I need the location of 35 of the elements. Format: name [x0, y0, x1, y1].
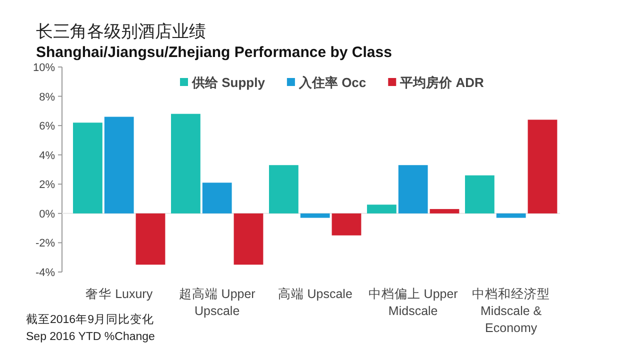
legend-label: 入住率 Occ	[298, 75, 366, 90]
bar	[332, 213, 362, 236]
bar	[136, 213, 166, 265]
text: 截至2016年9月同比变化	[26, 312, 154, 326]
x-tick-label: 中档偏上 Upper Midscale	[368, 287, 458, 318]
x-tick-label: 奢华 Luxury	[86, 287, 154, 301]
x-tick-label: 高端 Upscale	[278, 286, 352, 301]
legend-label: 供给 Supply	[191, 75, 266, 90]
bar	[104, 116, 134, 214]
bar	[300, 213, 330, 218]
bar	[269, 165, 298, 214]
y-tick-label: 8%	[39, 91, 56, 104]
bar	[398, 165, 428, 214]
bar	[528, 120, 558, 214]
chart-subtitle: Shanghai/Jiangsu/Zhejiang Performance by Class	[36, 44, 392, 61]
bar	[234, 213, 264, 265]
bar	[465, 175, 494, 214]
y-tick-label: -4%	[35, 267, 56, 279]
bar	[202, 182, 232, 214]
text: Sep 2016 YTD %Change	[26, 331, 155, 343]
y-tick-label: 2%	[39, 179, 56, 192]
y-tick-label: 10%	[32, 62, 56, 74]
bar	[73, 122, 102, 214]
y-tick-label: 6%	[39, 120, 56, 133]
legend-label: 平均房价 ADR	[399, 75, 485, 90]
bar	[430, 209, 460, 214]
y-tick-label: 0%	[39, 208, 56, 220]
x-tick-label: 中档和经济型 Midscale & Economy	[472, 287, 550, 335]
bar	[496, 213, 526, 218]
bar	[171, 114, 200, 214]
chart-title: 长三角各级别酒店业绩	[36, 22, 206, 41]
y-tick-label: 4%	[39, 150, 56, 162]
x-tick-label: 超高端 Upper Upscale	[178, 286, 256, 318]
y-tick-label: -2%	[35, 238, 56, 250]
bar	[367, 204, 396, 214]
